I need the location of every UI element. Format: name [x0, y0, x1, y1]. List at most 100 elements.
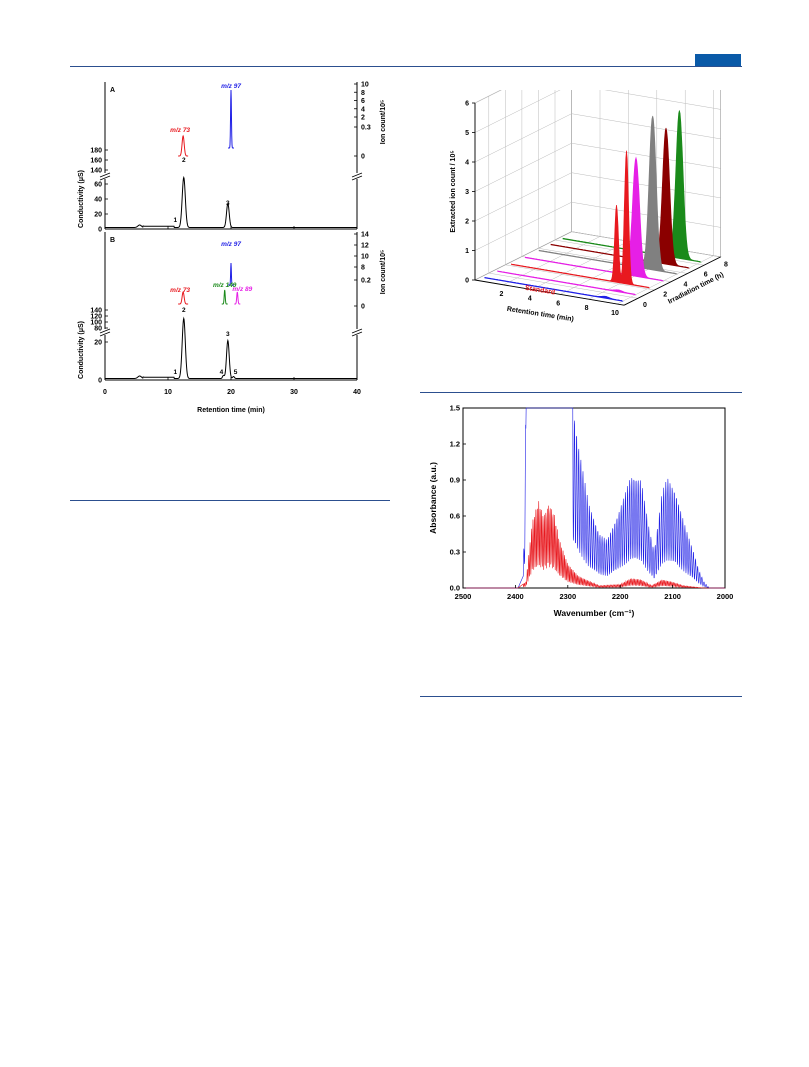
ion-trace [178, 134, 189, 157]
z-tick-label: 8 [724, 261, 728, 268]
x-tick-label: 2000 [717, 592, 734, 601]
z-axis-line [623, 256, 721, 306]
ion-trace [178, 291, 189, 305]
x-tick-label: 10 [164, 389, 172, 396]
x-tick-label: 10 [611, 310, 619, 317]
left-tick-label: 20 [94, 340, 102, 347]
y-axis-label-right: Ion count/10⁵ [380, 100, 387, 145]
axis-break-gap [352, 173, 362, 179]
spectrum-trace [463, 407, 725, 589]
right-tick-label: 0 [361, 304, 365, 311]
y-tick-label: 2 [465, 219, 469, 226]
waterfall-slice [538, 115, 678, 275]
right-tick-label: 8 [361, 265, 365, 272]
left-tick-label: 100 [90, 320, 102, 327]
x-tick-label: 8 [585, 305, 589, 312]
ion-trace [228, 262, 234, 286]
section-rule-left [70, 500, 390, 501]
left-tick-label: 180 [90, 148, 102, 155]
axis-break-mark [99, 175, 111, 181]
section-rule-right-bottom [420, 696, 742, 697]
right-tick-label: 10 [361, 254, 369, 261]
grid-line [505, 90, 655, 291]
x-tick-label: 2500 [455, 592, 472, 601]
peak-label: 2 [182, 307, 186, 314]
x-tick-label: 2 [499, 291, 503, 298]
x-tick-label: 6 [556, 300, 560, 307]
ion-trace-label: m/z 97 [221, 241, 241, 248]
z-tick-label: 2 [663, 292, 667, 299]
z-tick-label: 6 [704, 271, 708, 278]
waterfall-slice [497, 270, 637, 296]
x-tick-label: 2400 [507, 592, 524, 601]
standard-annotation: Standard [524, 285, 555, 297]
peak-label: 3 [226, 200, 230, 207]
x-axis-line [474, 279, 625, 306]
spectrum-trace [463, 501, 725, 589]
axis-break-mark [351, 172, 363, 178]
x-tick-label: 20 [227, 389, 235, 396]
z-tick-label: 4 [683, 282, 687, 289]
left-tick-label: 60 [94, 182, 102, 189]
ion-trace-label: m/z 97 [221, 83, 241, 90]
ir-spectrum-plot: 0.0 0.3 0.6 0.9 1.2 1.5 2500 2400 2300 2200 2100 20… [428, 404, 733, 619]
axis-break-mark [351, 331, 363, 337]
peak-label: 1 [174, 369, 178, 376]
back-wall [571, 90, 722, 258]
x-axis-label: Retention time (min) [506, 306, 574, 324]
conductivity-trace [105, 316, 357, 379]
x-tick-label: 2100 [664, 592, 681, 601]
ion-trace-label: m/z 73 [170, 127, 190, 134]
panel-label: A [110, 87, 115, 94]
y-axis-label: Extracted ion count / 10⁵ [450, 150, 457, 232]
ion-trace-label: m/z 149 [213, 282, 237, 289]
right-tick-label: 0.2 [361, 278, 371, 285]
y-axis-label-left: Conductivity (μS) [78, 170, 85, 228]
y-axis-label-left: Conductivity (μS) [78, 321, 85, 379]
left-tick-label: 120 [90, 314, 102, 321]
y-axis-label-right: Ion count/10⁵ [380, 250, 387, 295]
axis-break-gap [100, 329, 110, 335]
axis-break-mark [99, 331, 111, 337]
waterfall-slice [524, 156, 665, 282]
grid-line [474, 90, 721, 133]
y-tick-label: 0.3 [450, 548, 460, 557]
x-tick-label: 0 [103, 389, 107, 396]
axis-break-mark [351, 175, 363, 181]
x-tick-label: 2300 [559, 592, 576, 601]
y-tick-label: 0.9 [450, 476, 460, 485]
waterfall-slice [484, 276, 624, 302]
right-tick-label: 0.3 [361, 125, 371, 132]
right-tick-label: 6 [361, 98, 365, 105]
peak-label: 2 [182, 157, 186, 164]
y-tick-label: 1.5 [450, 404, 460, 413]
y-tick-label: 6 [465, 101, 469, 108]
peak-label: 3 [226, 331, 230, 338]
panel-label: B [110, 237, 115, 244]
x-axis-label: Wavenumber (cm⁻¹) [554, 608, 635, 618]
y-tick-label: 0 [465, 278, 469, 285]
chromatogram-x-axis: 0 10 20 30 40 Retention time (min) [103, 389, 361, 414]
ion-trace [221, 289, 228, 305]
left-tick-label: 0 [98, 378, 102, 385]
ion-trace-label: m/z 73 [170, 287, 190, 294]
waterfall-figure: Standard 0 1 2 3 4 5 6 2 4 6 8 10 0 2 4 6 8 Extracted ion … [450, 90, 728, 324]
waterfall-slice [511, 150, 651, 289]
left-tick-label: 160 [90, 158, 102, 165]
ir-spectrum-figure: 0.0 0.3 0.6 0.9 1.2 1.5 2500 2400 2300 2200 2100 20… [428, 404, 733, 619]
header-badge [695, 54, 741, 66]
peak-label: 5 [234, 369, 238, 376]
x-tick-label: 4 [528, 296, 532, 303]
right-tick-label: 12 [361, 243, 369, 250]
header-rule [70, 66, 742, 67]
right-tick-label: 10 [361, 82, 369, 89]
plot-frame [462, 407, 726, 589]
axis-break-gap [100, 173, 110, 179]
ion-trace-label: m/z 89 [232, 286, 252, 293]
right-tick-label: 2 [361, 115, 365, 122]
chromatogram-figure: A020406014016018000.3246810Conductivity … [78, 82, 387, 415]
axis-break-mark [99, 328, 111, 334]
left-tick-label: 0 [98, 227, 102, 234]
